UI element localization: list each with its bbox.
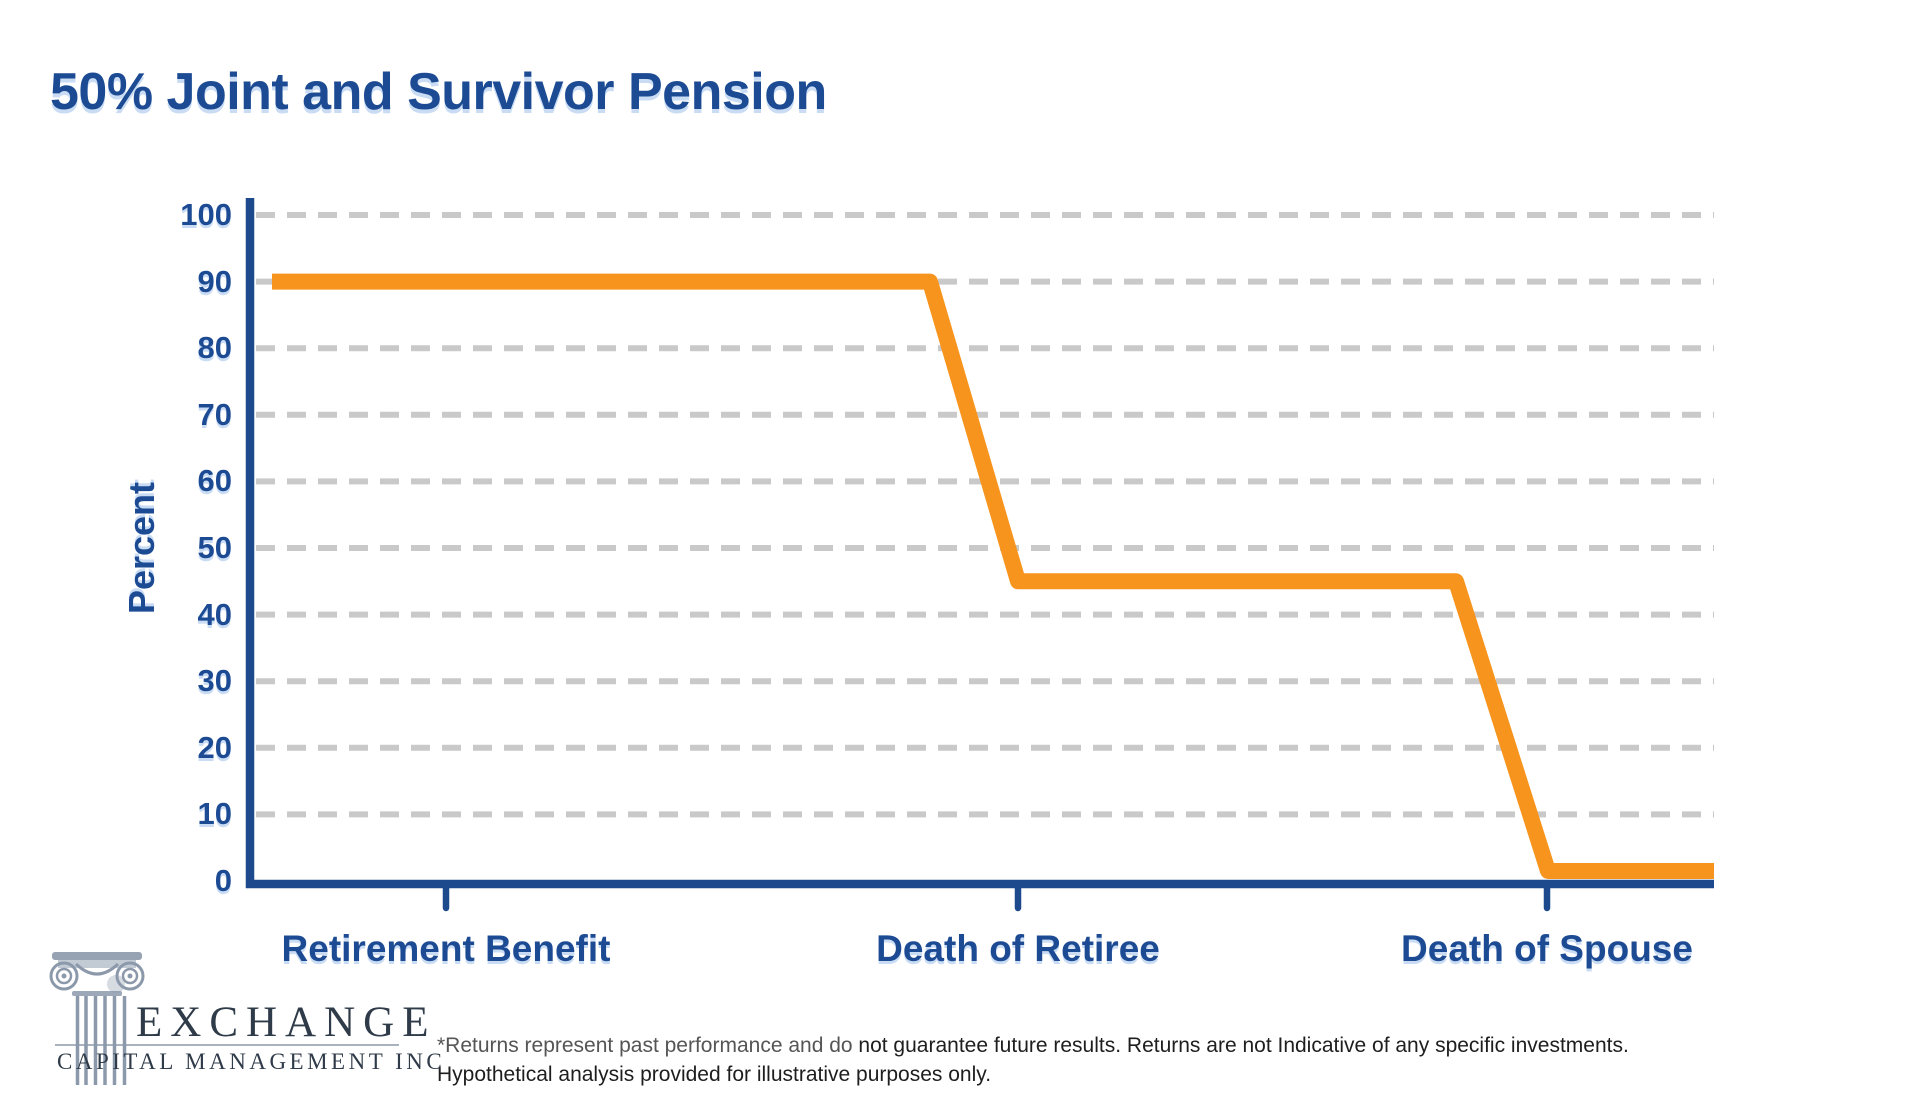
logo-org-subtitle: CAPITAL MANAGEMENT INC [57,1049,446,1074]
logo-org-name: EXCHANGE [136,999,437,1046]
y-tick-label-60: 60 [197,463,232,499]
y-tick-label-90: 90 [197,263,232,299]
y-tick-label-30: 30 [197,663,232,699]
y-tick-label-20: 20 [197,729,232,765]
pension-benefit-line [272,273,1714,879]
y-tick-label-80: 80 [197,330,232,366]
disclaimer-line1-light: *Returns represent past performance and … [437,1034,859,1057]
x-category-label-0: Retirement Benefit [281,928,611,969]
y-tick-label-10: 10 [197,796,232,832]
logo-divider-line [55,1044,399,1046]
y-tick-label-0: 0 [214,863,232,898]
x-category-label-2: Death of Spouse [1401,928,1693,969]
disclaimer-line1-dark: not guarantee future results. Returns ar… [858,1034,1629,1057]
disclaimer-text: *Returns represent past performance and … [437,1031,1697,1089]
y-tick-label-70: 70 [197,396,232,432]
page-title: 50% Joint and Survivor Pension [50,63,827,121]
disclaimer-line-2: Hypothetical analysis provided for illus… [437,1063,992,1086]
y-tick-label-100: 100 [180,197,232,232]
y-tick-label-50: 50 [197,530,232,565]
ionic-column-icon [49,952,145,1085]
disclaimer-line-1: *Returns represent past performance and … [437,1031,1697,1060]
y-tick-label-40: 40 [197,596,232,632]
axes-lines [245,198,1714,889]
x-category-label-1: Death of Retiree [876,928,1160,969]
